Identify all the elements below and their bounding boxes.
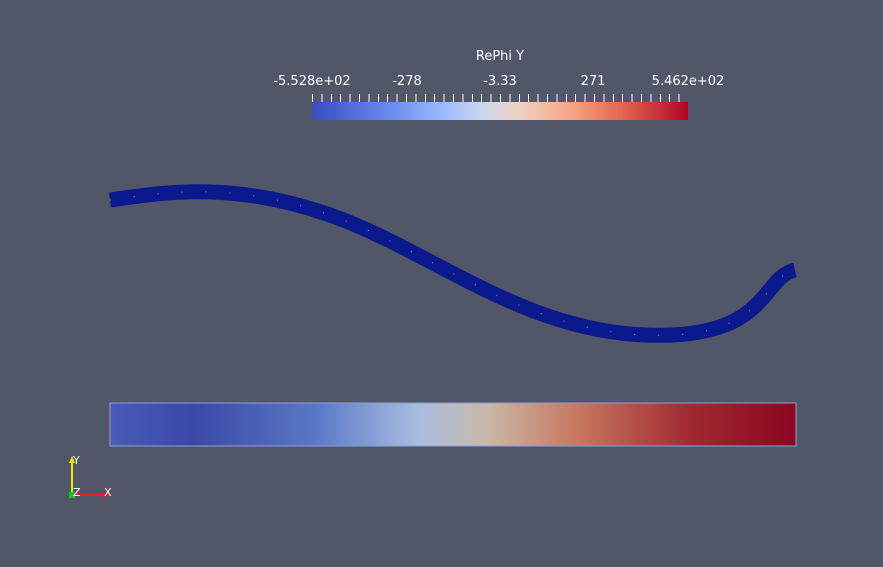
y-axis-label: Y xyxy=(73,454,80,467)
colorbar[interactable] xyxy=(312,102,688,120)
colored-slab[interactable] xyxy=(109,402,797,447)
y-axis-arrow-icon xyxy=(69,456,75,463)
colorbar-title: RePhi Y xyxy=(475,49,525,64)
x-axis-label: X xyxy=(104,486,112,499)
colorbar-tick-label: 271 xyxy=(580,74,606,89)
colorbar-tick-label: -278 xyxy=(392,74,422,89)
wave-curve[interactable] xyxy=(108,184,798,343)
colorbar-tick-label: -3.33 xyxy=(483,74,517,89)
z-axis-marker xyxy=(69,492,75,498)
x-axis-arrow-icon xyxy=(103,492,110,498)
colorbar-tick-marks xyxy=(312,94,688,102)
z-axis-label: Z xyxy=(73,486,81,499)
colorbar-tick-label-max: 5.462e+02 xyxy=(651,74,725,89)
orientation-axes xyxy=(69,456,110,498)
curve-mesh-points xyxy=(109,191,796,336)
colorbar-tick-label-min: -5.528e+02 xyxy=(273,74,351,89)
